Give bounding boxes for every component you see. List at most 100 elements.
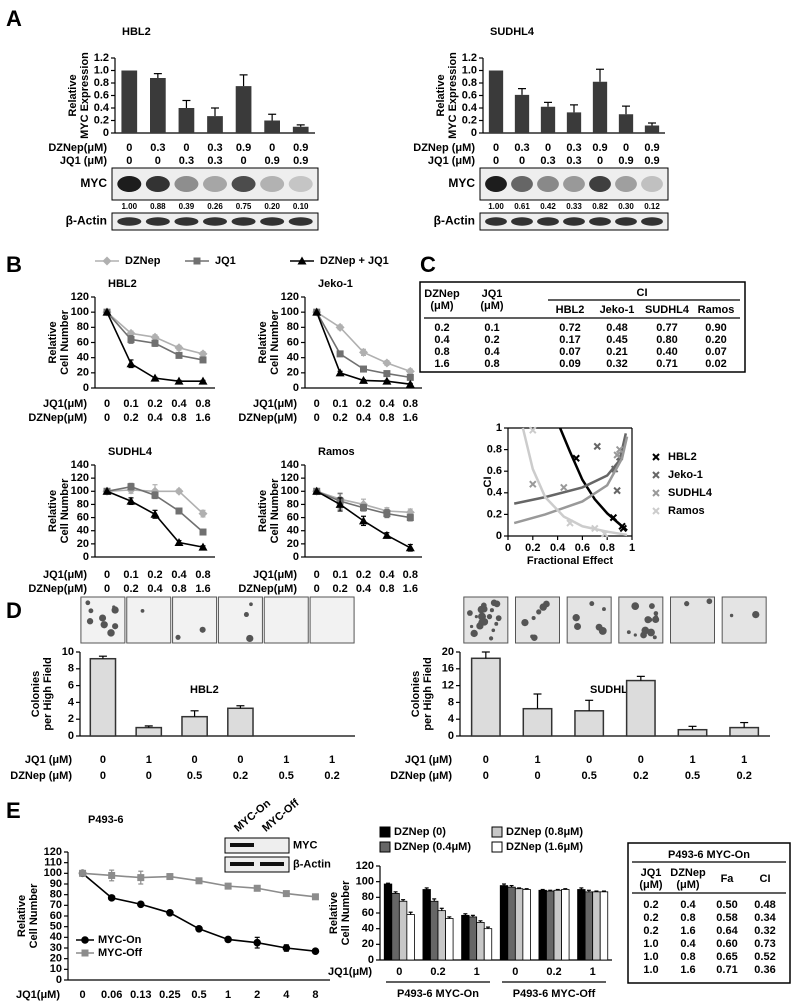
x-tick-label: 0.9 (264, 155, 279, 167)
marker (198, 376, 208, 385)
panel-label: C (420, 252, 436, 277)
blot-band (145, 217, 170, 226)
legend-label: JQ1 (215, 255, 236, 267)
y-axis-label: Relative (257, 490, 269, 532)
x-tick-label: 0.8 (600, 542, 615, 554)
category-row-label: JQ1 (μM) (405, 754, 452, 766)
x-tick-label: 0.3 (514, 142, 529, 154)
marker (335, 499, 345, 508)
x-tick-label: 0.5 (582, 770, 597, 782)
x-tick-label: 0.6 (575, 542, 590, 554)
y-axis-label: MYC Expression (447, 52, 459, 139)
x-tick-label: 0.9 (293, 155, 308, 167)
y-axis-label: Cell Number (269, 309, 281, 375)
x-tick-label: 0 (545, 142, 551, 154)
bar (514, 94, 530, 133)
table-cell: 0.73 (754, 938, 775, 950)
blot-quant: 0.75 (236, 202, 252, 211)
category-row-label: JQ1 (μM) (428, 155, 475, 167)
x-tick-label: 0.2 (356, 569, 371, 581)
table-cell: 1.0 (643, 964, 658, 976)
x-tick-label: 0 (586, 754, 592, 766)
marker (360, 365, 367, 373)
colony (572, 614, 580, 622)
y-axis-label: Relative (47, 321, 59, 363)
marker (127, 335, 135, 343)
y-tick-label: 20 (362, 938, 374, 950)
table-header: (μM) (480, 300, 504, 312)
blot-quant: 0.30 (618, 202, 634, 211)
y-tick-label: 40 (362, 923, 374, 935)
legend-label: DZNep (0) (394, 826, 446, 838)
blot-band (203, 217, 227, 226)
y-tick-label: 100 (281, 485, 299, 497)
x-tick-label: 0.8 (171, 412, 186, 424)
marker (593, 442, 601, 451)
marker (405, 366, 415, 376)
category-row-label: JQ1(μM) (328, 966, 372, 978)
table-header: DZNep (424, 288, 460, 300)
x-tick-label: 0.9 (236, 142, 251, 154)
table-cell: 0.2 (484, 334, 499, 346)
table-cell: 0.17 (559, 334, 580, 346)
y-tick-label: 60 (287, 336, 299, 348)
colony (111, 606, 119, 614)
bar (430, 900, 439, 961)
y-tick-label: 1 (496, 422, 502, 434)
bar (181, 715, 208, 737)
x-tick-label: 0.3 (540, 155, 555, 167)
table-cell: 1.6 (680, 925, 695, 937)
marker (136, 900, 145, 909)
x-tick-label: 0.4 (356, 412, 372, 424)
blot-label: β-Actin (66, 214, 107, 228)
x-tick-label: 0.2 (633, 770, 648, 782)
blot-quant: 0.10 (293, 202, 309, 211)
colony (486, 613, 493, 620)
y-tick-label: 100 (71, 485, 89, 497)
marker (615, 445, 624, 454)
colony (491, 628, 496, 633)
x-tick-label: 0 (237, 754, 243, 766)
x-tick-label: 1 (590, 966, 596, 978)
bar (522, 889, 531, 961)
x-tick-label: 0 (104, 398, 110, 410)
panel-label: A (6, 6, 22, 31)
bar (522, 707, 553, 737)
x-tick-label: 0 (314, 398, 320, 410)
y-tick-label: 0 (368, 954, 374, 966)
colony (175, 634, 181, 640)
table-cell: 0.09 (559, 358, 580, 370)
marker (224, 882, 232, 890)
table-header: Jeko-1 (600, 304, 635, 316)
colony (112, 623, 119, 630)
x-tick-label: 0.2 (147, 398, 162, 410)
colony-image (263, 596, 309, 644)
blot-label: β-Actin (293, 858, 331, 870)
x-tick-label: 0.2 (324, 770, 339, 782)
y-tick-label: 60 (77, 511, 89, 523)
blot-quant: 0.42 (540, 202, 556, 211)
blot-quant: 1.00 (121, 202, 137, 211)
colony (469, 624, 474, 629)
table-cell: 1.6 (680, 964, 695, 976)
colony (647, 628, 655, 637)
y-tick-label: 0.8 (462, 77, 477, 89)
x-tick-label: 0.5 (279, 770, 294, 782)
colony-image (172, 596, 218, 644)
bar (445, 918, 454, 961)
bar (546, 890, 555, 961)
x-tick-label: 0 (104, 583, 110, 595)
marker (405, 379, 415, 388)
x-tick-label: 0.4 (147, 583, 163, 595)
blot-band (231, 217, 256, 226)
x-tick-label: 1 (283, 754, 289, 766)
colony (99, 614, 107, 622)
colony (654, 614, 658, 619)
y-tick-label: 10 (50, 963, 62, 975)
category-row-label: DZNep(μM) (238, 583, 297, 595)
marker (195, 925, 203, 933)
y-axis-label: Relative (257, 321, 269, 363)
table-cell: 0.4 (484, 346, 500, 358)
blot-band (589, 217, 611, 226)
table-cell: 0.4 (680, 899, 696, 911)
